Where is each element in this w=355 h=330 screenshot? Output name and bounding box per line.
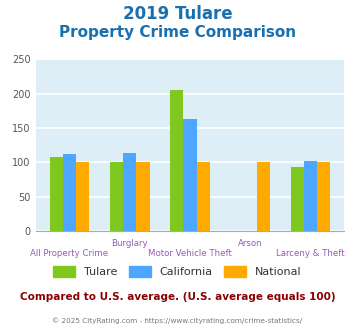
Bar	[50, 157, 63, 231]
Text: 2019 Tulare: 2019 Tulare	[123, 5, 232, 23]
Bar	[197, 162, 210, 231]
Text: Property Crime Comparison: Property Crime Comparison	[59, 25, 296, 40]
Text: Burglary: Burglary	[111, 239, 148, 248]
Bar	[63, 154, 76, 231]
Bar	[110, 162, 123, 231]
Bar	[183, 119, 197, 231]
Bar	[290, 167, 304, 231]
Bar	[170, 90, 183, 231]
Text: Motor Vehicle Theft: Motor Vehicle Theft	[148, 249, 232, 258]
Text: Arson: Arson	[238, 239, 262, 248]
Bar	[136, 162, 149, 231]
Text: © 2025 CityRating.com - https://www.cityrating.com/crime-statistics/: © 2025 CityRating.com - https://www.city…	[53, 317, 302, 324]
Text: All Property Crime: All Property Crime	[31, 249, 109, 258]
Legend: Tulare, California, National: Tulare, California, National	[49, 261, 306, 281]
Bar	[257, 162, 270, 231]
Bar	[123, 153, 136, 231]
Bar	[317, 162, 330, 231]
Bar	[76, 162, 89, 231]
Text: Compared to U.S. average. (U.S. average equals 100): Compared to U.S. average. (U.S. average …	[20, 292, 335, 302]
Bar	[304, 161, 317, 231]
Text: Larceny & Theft: Larceny & Theft	[276, 249, 345, 258]
